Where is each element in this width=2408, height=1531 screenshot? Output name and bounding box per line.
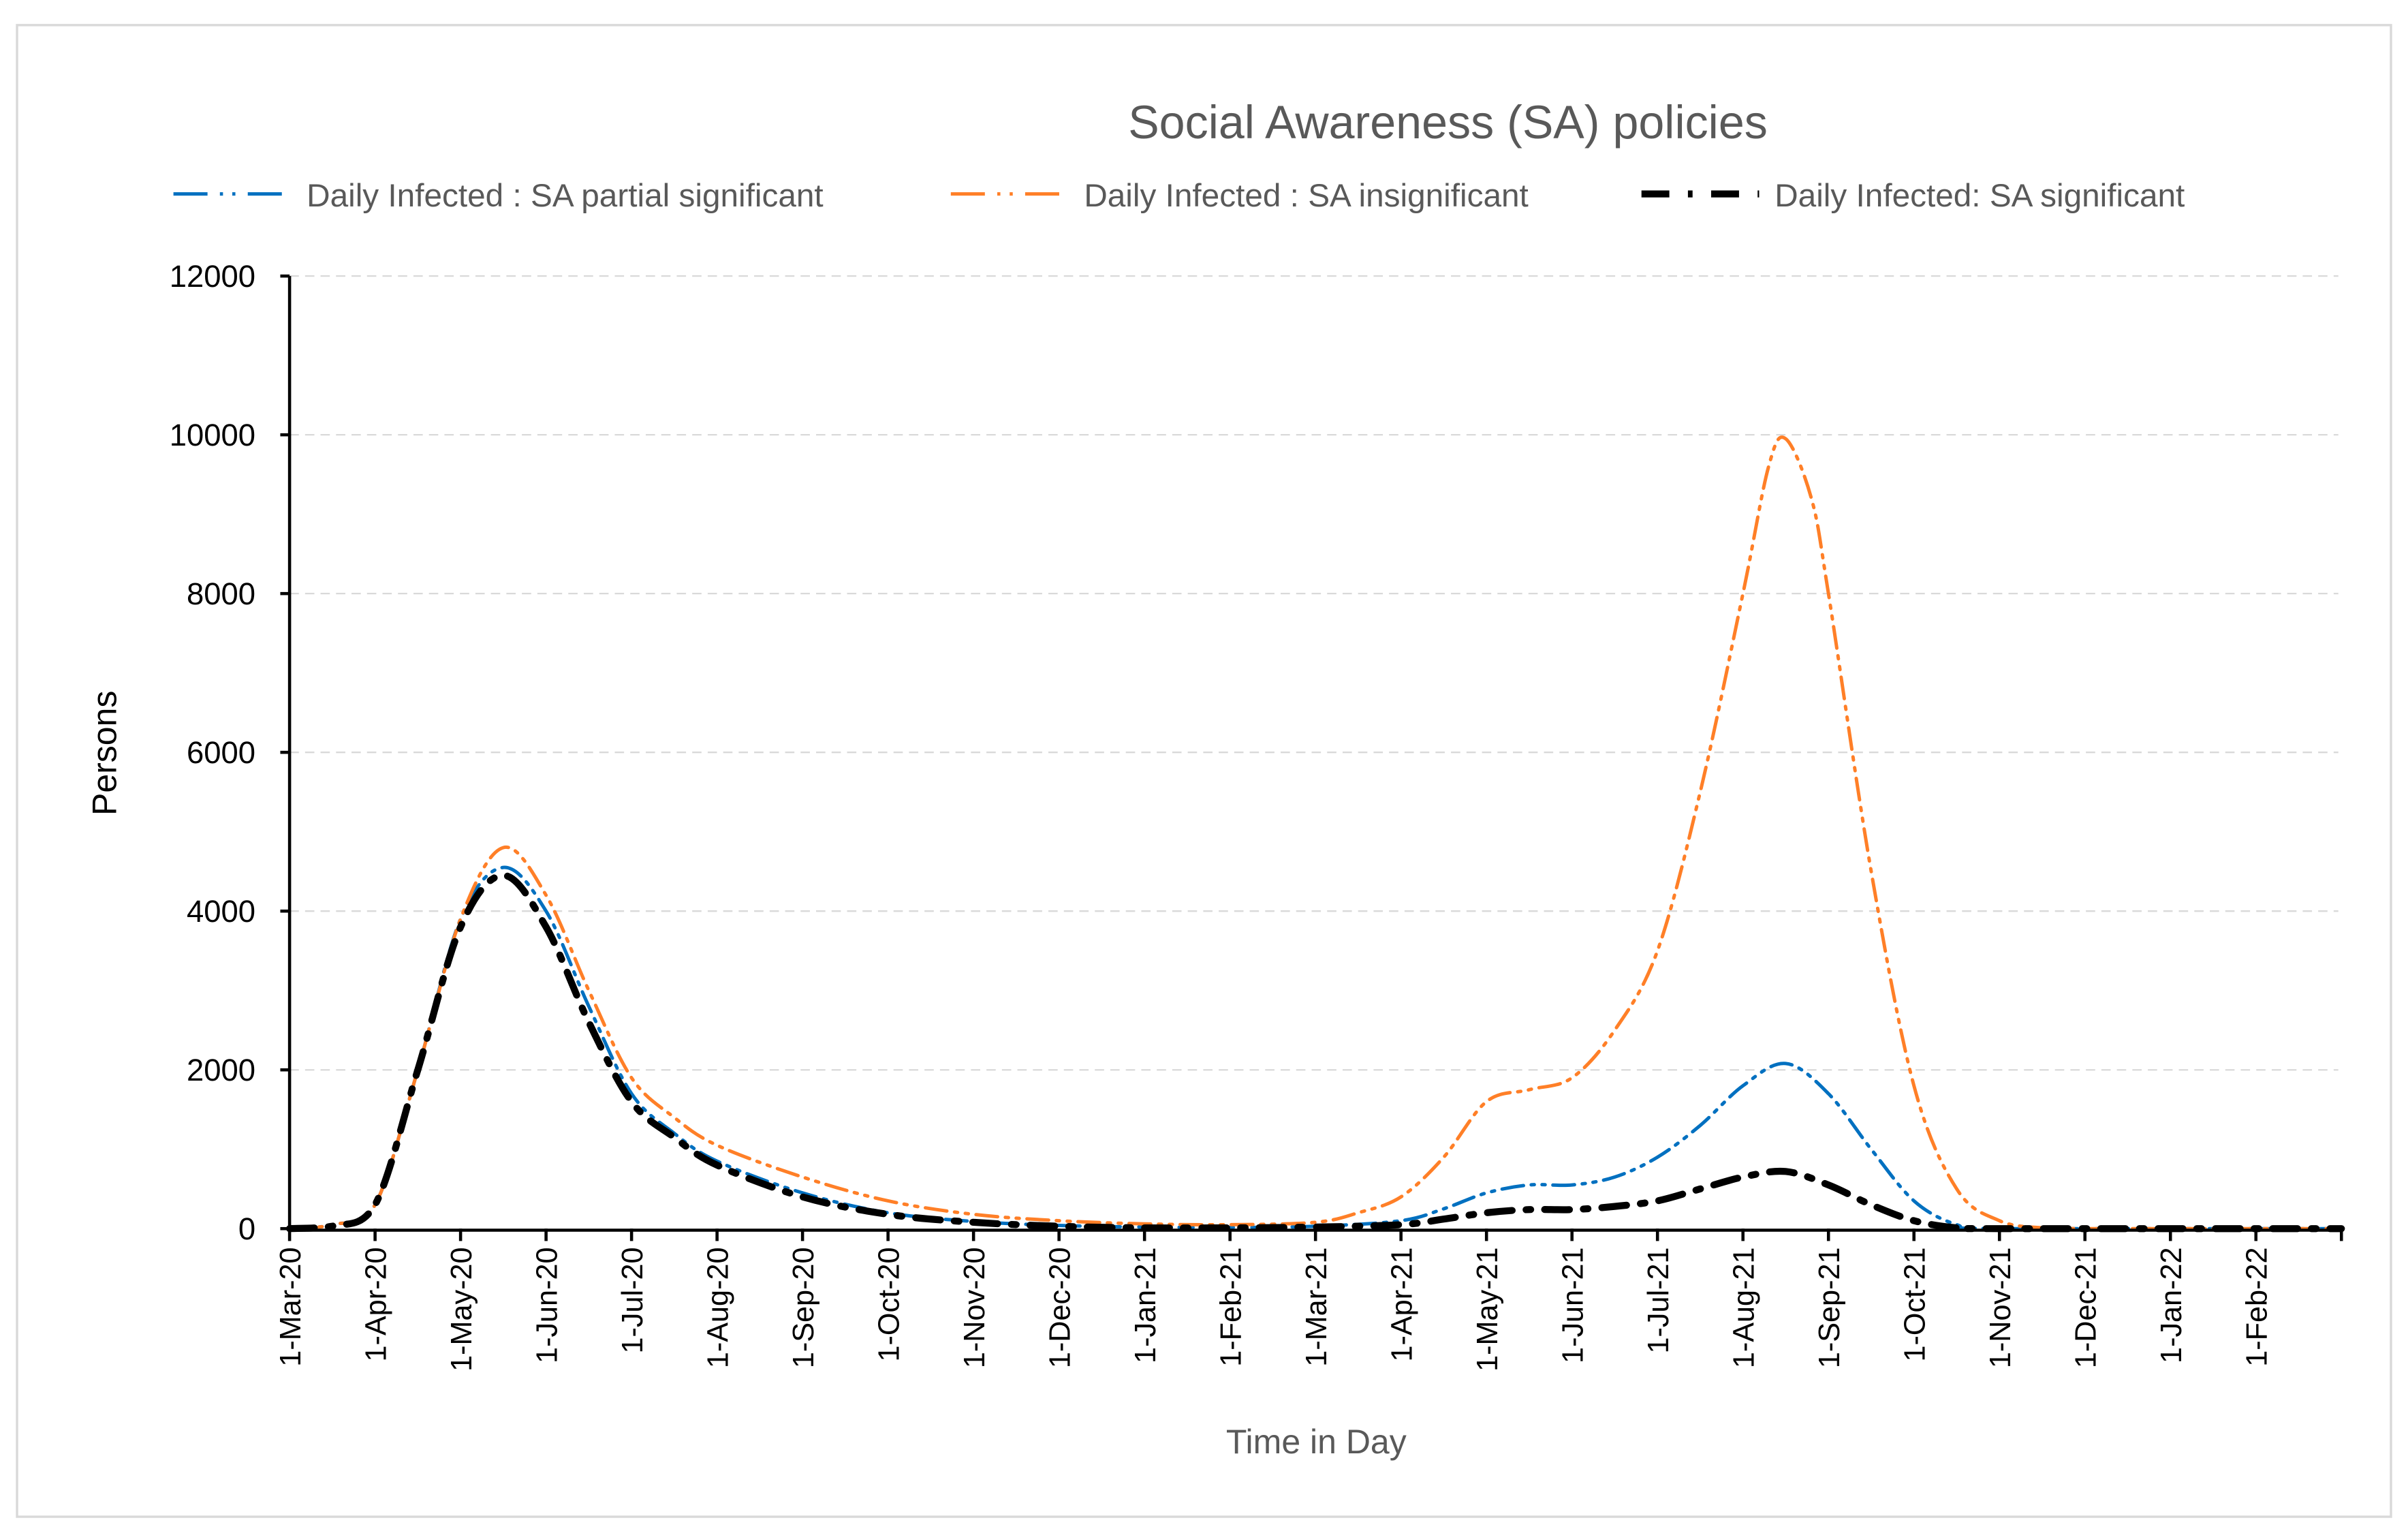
x-axis-ticks: 1-Mar-20 1-Apr-20 1-May-20 1-Jun-20 1-Jul-20… xyxy=(275,1228,2343,1372)
x-tick-label: 1-Jul-21 xyxy=(1642,1248,1675,1354)
x-tick-label: 1-Jun-21 xyxy=(1557,1248,1590,1363)
chart-title: Social Awareness (SA) policies xyxy=(1128,97,1768,149)
y-axis-label: Persons xyxy=(85,691,123,816)
chart-frame xyxy=(16,24,2392,1518)
y-tick-label: 10000 xyxy=(170,418,255,452)
x-tick-label: 1-Sep-20 xyxy=(787,1248,820,1369)
gridlines xyxy=(290,275,2339,1071)
series-line-3 xyxy=(285,871,2345,1233)
x-tick-label: 1-Mar-21 xyxy=(1300,1248,1333,1367)
y-axis-ticks: 0 2000 4000 6000 8000 10000 12000 xyxy=(170,259,290,1246)
x-tick-label: 1-Dec-20 xyxy=(1044,1248,1077,1369)
x-tick-label: 1-Apr-21 xyxy=(1386,1248,1419,1362)
y-tick-label: 8000 xyxy=(187,576,255,611)
x-tick-label: 1-Oct-20 xyxy=(873,1248,906,1362)
x-axis-label: Time in Day xyxy=(1226,1423,1407,1461)
y-tick-label: 2000 xyxy=(187,1053,255,1087)
series-lines xyxy=(285,435,2345,1233)
x-tick-label: 1-Nov-20 xyxy=(958,1248,991,1369)
x-tick-label: 1-Feb-22 xyxy=(2241,1248,2274,1367)
x-tick-label: 1-Feb-21 xyxy=(1215,1248,1248,1367)
y-tick-label: 12000 xyxy=(170,259,255,294)
y-tick-label: 0 xyxy=(238,1211,255,1246)
x-tick-label: 1-Jul-20 xyxy=(616,1248,649,1354)
x-tick-label: 1-Jan-22 xyxy=(2155,1248,2188,1363)
legend-label: Daily Infected : SA partial significant xyxy=(307,178,824,214)
series-line-2 xyxy=(287,435,2343,1231)
legend: Daily Infected : SA partial significant D… xyxy=(173,178,2185,214)
x-tick-label: 1-Nov-21 xyxy=(1984,1248,2017,1369)
x-tick-label: 1-Apr-20 xyxy=(360,1248,393,1362)
x-tick-label: 1-Aug-20 xyxy=(702,1248,735,1369)
x-tick-label: 1-Jun-20 xyxy=(531,1248,564,1363)
x-tick-label: 1-Aug-21 xyxy=(1728,1248,1761,1369)
x-tick-label: 1-May-20 xyxy=(445,1248,478,1372)
x-tick-label: 1-Sep-21 xyxy=(1813,1248,1846,1369)
y-tick-label: 4000 xyxy=(187,894,255,929)
x-tick-label: 1-Jan-21 xyxy=(1129,1248,1162,1363)
x-tick-label: 1-May-21 xyxy=(1471,1248,1504,1372)
legend-label: Daily Infected: SA significant xyxy=(1774,178,2185,214)
legend-label: Daily Infected : SA insignificant xyxy=(1084,178,1529,214)
y-tick-label: 6000 xyxy=(187,735,255,770)
x-tick-label: 1-Dec-21 xyxy=(2070,1248,2103,1369)
x-tick-label: 1-Mar-20 xyxy=(275,1248,307,1367)
x-tick-label: 1-Oct-21 xyxy=(1899,1248,1932,1362)
